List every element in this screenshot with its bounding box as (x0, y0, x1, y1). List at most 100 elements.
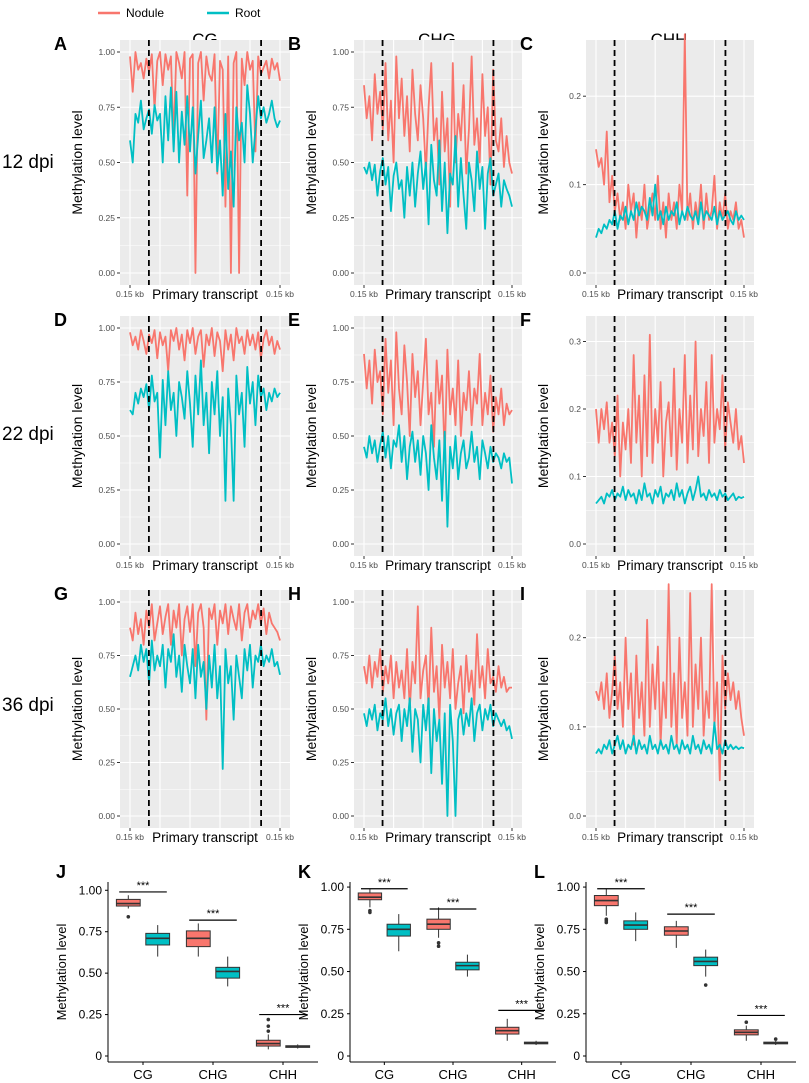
y-axis-label: Methylation level (69, 110, 85, 214)
row-label: 12 dpi (2, 152, 54, 173)
box-chg-nodule (185, 923, 211, 957)
y-tick-label: 0.1 (569, 180, 581, 190)
x-label-start: 0.15 kb (582, 289, 610, 299)
box-body (145, 932, 171, 946)
x-label-start: 0.15 kb (116, 560, 144, 570)
panel-letter: G (54, 584, 68, 604)
box-outlier (266, 1029, 271, 1033)
x-axis-label: Primary transcript (385, 830, 491, 845)
x-label-end: 0.15 kb (498, 832, 526, 842)
legend-label: Root (235, 6, 261, 20)
y-tick-label: 0.25 (79, 1008, 103, 1022)
y-tick-label: 0.75 (321, 922, 345, 936)
y-tick-label: 0 (95, 1049, 102, 1063)
series-line-root (595, 721, 745, 755)
box-chg-root (693, 949, 719, 987)
box-cg-nodule (357, 888, 383, 915)
y-tick-label: 0.0 (569, 539, 581, 549)
panel-J: J 0 0.25 0.50 0.75 1.00 CG *** CHG *** CHH *** Methy… (54, 862, 318, 1082)
x-label-start: 0.15 kb (116, 289, 144, 299)
box-outlier (604, 917, 609, 921)
box-body (357, 892, 383, 901)
y-tick-label: 0.25 (321, 1007, 345, 1021)
y-axis-label: Methylation level (54, 923, 69, 1020)
y-tick-label: 0.75 (98, 377, 115, 387)
x-label-end: 0.15 kb (498, 289, 526, 299)
signif-label: *** (277, 1003, 291, 1015)
panel-letter: J (56, 862, 66, 882)
panel-letter: I (520, 584, 525, 604)
y-tick-label: 0.75 (332, 651, 349, 661)
y-tick-label: 0.2 (569, 404, 581, 414)
y-tick-label: 0.50 (321, 965, 345, 979)
x-axis-label: Primary transcript (617, 558, 723, 573)
series-line-nodule (129, 327, 281, 373)
signif-label: *** (378, 877, 392, 889)
y-tick-label: 0.25 (332, 758, 349, 768)
box-chh-nodule (495, 1018, 520, 1041)
panel-letter: C (520, 34, 533, 54)
y-tick-label: 1.00 (332, 47, 349, 57)
y-tick-label: 0.25 (557, 1007, 581, 1021)
box-cg-nodule (115, 895, 141, 919)
y-tick-label: 0.25 (332, 213, 349, 223)
x-label-end: 0.15 kb (730, 560, 758, 570)
y-tick-label: 0.00 (98, 539, 115, 549)
y-tick-label: 0.2 (569, 91, 581, 101)
box-outlier (436, 941, 441, 945)
y-axis-label: Methylation level (69, 657, 85, 761)
y-axis-label: Methylation level (303, 384, 319, 488)
x-category-label: CG (611, 1067, 631, 1082)
y-tick-label: 1.00 (79, 883, 103, 897)
series-line-nodule (363, 331, 513, 459)
series-line-root (363, 424, 513, 528)
x-axis-label: Primary transcript (385, 558, 491, 573)
panel-letter: F (520, 310, 531, 330)
y-tick-label: 0.00 (332, 539, 349, 549)
panel-letter: H (288, 584, 301, 604)
x-label-end: 0.15 kb (266, 832, 294, 842)
box-outlier (126, 915, 131, 919)
row-label: 36 dpi (2, 695, 54, 716)
y-tick-label: 1.00 (98, 47, 115, 57)
x-category-label: CHH (508, 1067, 536, 1082)
panels: A0.000.250.500.751.000.15 kb 0.15 kbPrima… (54, 33, 796, 1082)
box-cg-root (145, 925, 171, 957)
x-label-start: 0.15 kb (582, 832, 610, 842)
x-axis-label: Primary transcript (152, 830, 258, 845)
y-tick-label: 0.25 (332, 485, 349, 495)
series-line-root (129, 84, 281, 208)
signif-label: *** (447, 897, 461, 909)
box-outlier (703, 983, 708, 987)
y-tick-label: 1.00 (321, 880, 345, 894)
y-tick-label: 0.75 (332, 102, 349, 112)
legend-label: Nodule (126, 6, 164, 20)
box-outlier (744, 1020, 749, 1025)
series-line-root (595, 475, 745, 505)
box-outlier (436, 944, 441, 948)
y-tick-label: 0.50 (557, 965, 581, 979)
box-chh-root (285, 1044, 311, 1049)
legend: Nodule Root (98, 6, 261, 20)
series-line-root (129, 633, 281, 770)
legend-item-nodule: Nodule (98, 6, 164, 20)
x-label-end: 0.15 kb (730, 832, 758, 842)
y-tick-label: 0.1 (569, 722, 581, 732)
box-chg-nodule (663, 920, 689, 948)
box-body (386, 923, 411, 937)
y-tick-label: 1.00 (98, 597, 115, 607)
panel-letter: E (288, 310, 300, 330)
y-axis-label: Methylation level (532, 923, 547, 1020)
box-cg-root (386, 914, 411, 952)
x-label-start: 0.15 kb (582, 560, 610, 570)
signif-label: *** (207, 908, 221, 920)
panel-H: H 0.00 0.25 0.50 0.75 1.00 0.15 kb 0.15 kb Prima… (288, 584, 526, 845)
x-axis-label: Primary transcript (152, 287, 258, 302)
box-outlier (266, 1024, 271, 1028)
x-category-label: CHG (439, 1067, 468, 1082)
y-tick-label: 0.00 (98, 811, 115, 821)
signif-label: *** (137, 880, 151, 892)
y-tick-label: 1.00 (98, 323, 115, 333)
box-chh-nodule (733, 1020, 759, 1041)
y-tick-label: 0.00 (98, 268, 115, 278)
